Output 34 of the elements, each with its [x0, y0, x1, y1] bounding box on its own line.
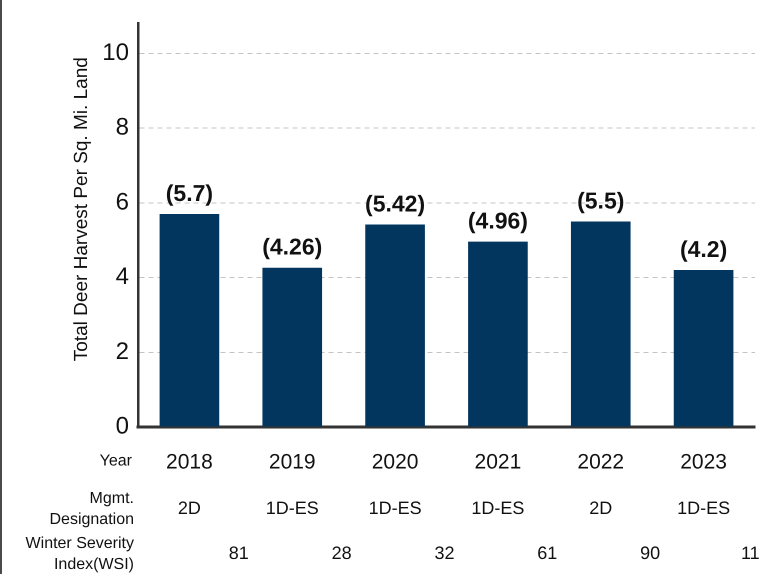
y-tick-label: 4: [116, 263, 129, 290]
text: Mgmt. Designation: [48, 488, 134, 530]
data-label: (4.96): [468, 207, 528, 234]
text: 1D-ES: [471, 498, 524, 519]
text: 61: [537, 543, 558, 564]
x-tick-label: 2021: [474, 450, 522, 474]
text: 1D-ES: [266, 498, 319, 519]
text: 2D: [589, 498, 612, 519]
data-label: (4.26): [262, 234, 322, 260]
x-tick-label: 2019: [268, 450, 316, 474]
y-axis-title: Total Deer Harvest Per Sq. Mi. Land: [71, 57, 92, 362]
data-label: (5.7): [166, 180, 214, 206]
text: 1D-ES: [677, 498, 730, 519]
text: 1D-ES: [368, 498, 422, 519]
data-label: (5.42): [365, 190, 426, 216]
x-axis-title: Year: [100, 452, 133, 470]
text: Winter Severity Index(WSI): [24, 534, 134, 574]
x-tick-label: 2018: [166, 450, 213, 474]
text: 81: [228, 543, 249, 564]
y-tick-label: 0: [116, 412, 129, 440]
data-label: (4.2): [680, 236, 728, 262]
text: 90: [640, 543, 660, 564]
x-tick-label: 2020: [372, 450, 418, 474]
y-tick-label: 6: [116, 188, 129, 216]
y-tick-label: 2: [116, 338, 129, 365]
y-tick-label: 10: [102, 38, 129, 66]
data-label: (5.5): [577, 187, 624, 214]
y-tick-label: 8: [116, 114, 129, 141]
text: 32: [434, 543, 454, 564]
text: 11: [741, 543, 760, 564]
x-tick-label: 2022: [577, 450, 624, 474]
x-tick-label: 2023: [680, 450, 727, 474]
text: 28: [332, 543, 352, 564]
text: 2D: [178, 498, 201, 519]
